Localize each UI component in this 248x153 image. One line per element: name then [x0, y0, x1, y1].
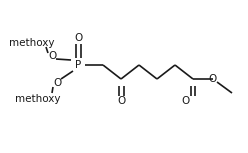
Text: O: O — [53, 78, 61, 88]
Text: P: P — [75, 60, 81, 70]
Text: methoxy: methoxy — [15, 94, 61, 104]
Text: methoxy: methoxy — [9, 38, 55, 48]
Text: O: O — [74, 33, 82, 43]
Text: O: O — [181, 96, 189, 106]
Text: O: O — [117, 96, 125, 106]
Text: O: O — [209, 74, 217, 84]
Text: O: O — [48, 51, 56, 61]
